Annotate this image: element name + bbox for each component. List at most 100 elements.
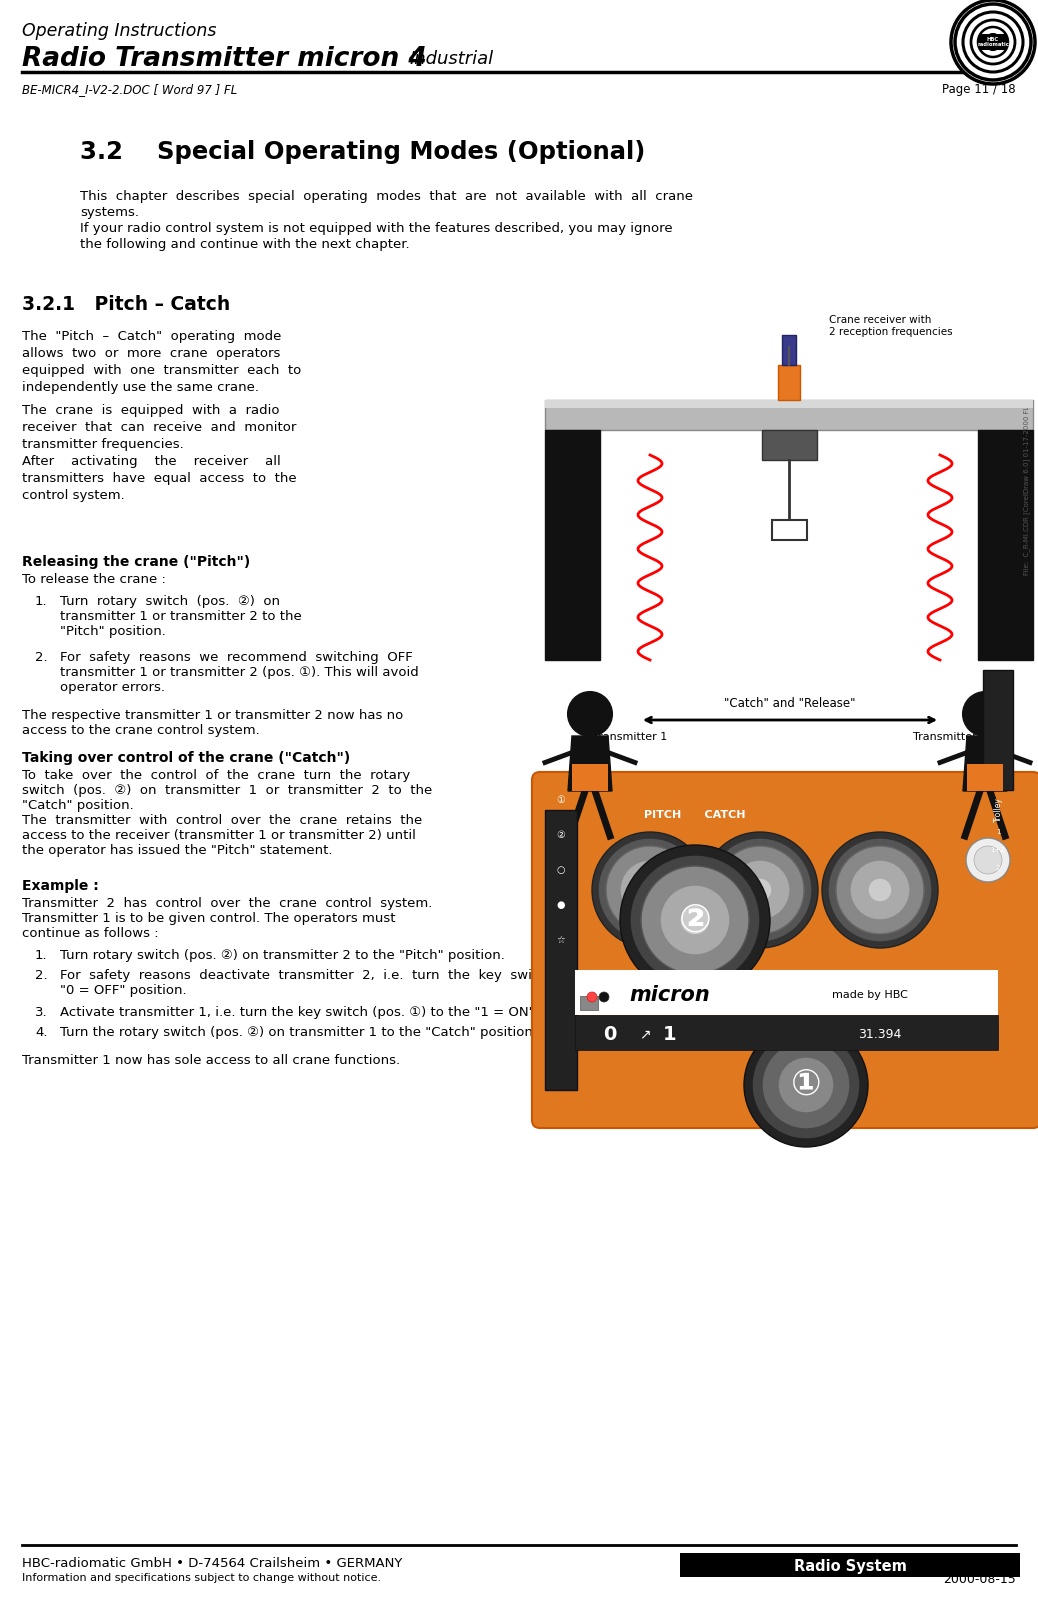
Bar — [545, 430, 600, 660]
Circle shape — [568, 692, 612, 737]
Text: Example :: Example : — [22, 880, 99, 892]
Polygon shape — [963, 737, 1007, 791]
Text: Radio System: Radio System — [794, 1560, 906, 1575]
Text: allows  two  or  more  crane  operators: allows two or more crane operators — [22, 347, 280, 360]
Text: Information and specifications subject to change without notice.: Information and specifications subject t… — [22, 1573, 381, 1583]
Text: systems.: systems. — [80, 205, 139, 218]
Circle shape — [744, 1022, 868, 1148]
Circle shape — [828, 838, 932, 942]
Text: receiver  that  can  receive  and  monitor: receiver that can receive and monitor — [22, 421, 297, 433]
Text: Crane receiver with
2 reception frequencies: Crane receiver with 2 reception frequenc… — [829, 315, 953, 337]
Text: ○: ○ — [556, 865, 566, 875]
Text: Releasing the crane ("Pitch"): Releasing the crane ("Pitch") — [22, 555, 250, 570]
Text: Turn  rotary  switch  (pos.  ②)  on
transmitter 1 or transmitter 2 to the
"Pitch: Turn rotary switch (pos. ②) on transmitt… — [60, 595, 302, 639]
Text: transmitters  have  equal  access  to  the: transmitters have equal access to the — [22, 472, 297, 485]
Bar — [772, 520, 807, 539]
Bar — [572, 764, 608, 791]
Circle shape — [716, 846, 804, 934]
Bar — [967, 764, 1003, 791]
Bar — [545, 400, 1033, 430]
Text: 1+2: 1+2 — [990, 847, 1006, 852]
Circle shape — [762, 1042, 850, 1128]
Text: This  chapter  describes  special  operating  modes  that  are  not  available  : This chapter describes special operating… — [80, 189, 693, 202]
Circle shape — [963, 692, 1007, 737]
Text: Industrial: Industrial — [410, 50, 494, 67]
Bar — [575, 1014, 998, 1050]
Circle shape — [620, 860, 680, 920]
Text: ①: ① — [791, 1067, 821, 1103]
Circle shape — [951, 0, 1035, 83]
Text: the following and continue with the next chapter.: the following and continue with the next… — [80, 238, 410, 250]
Text: ↗: ↗ — [639, 1027, 651, 1042]
Text: equipped  with  one  transmitter  each  to: equipped with one transmitter each to — [22, 364, 301, 377]
Text: ①: ① — [556, 794, 566, 806]
Text: Page 11 / 18: Page 11 / 18 — [943, 83, 1016, 96]
Circle shape — [606, 846, 694, 934]
Circle shape — [850, 860, 910, 920]
Text: Activate transmitter 1, i.e. turn the key switch (pos. ①) to the "1 = ON" positi: Activate transmitter 1, i.e. turn the ke… — [60, 1006, 596, 1019]
Circle shape — [592, 831, 708, 949]
Text: Transmitter 2: Transmitter 2 — [912, 732, 987, 742]
Text: 1: 1 — [995, 830, 1001, 836]
Text: 1: 1 — [663, 1024, 677, 1043]
Text: File:  C_R-MI.CDR [CorelDraw 6.0] 01-17-2000 FL: File: C_R-MI.CDR [CorelDraw 6.0] 01-17-2… — [1023, 404, 1030, 575]
Text: Operating Instructions: Operating Instructions — [22, 22, 216, 40]
Text: 3.2    Special Operating Modes (Optional): 3.2 Special Operating Modes (Optional) — [80, 140, 646, 164]
Circle shape — [588, 992, 597, 1002]
Circle shape — [680, 905, 710, 936]
Circle shape — [641, 867, 749, 974]
Text: Transmitter 1: Transmitter 1 — [593, 732, 667, 742]
Text: 2.: 2. — [35, 969, 48, 982]
Text: After    activating    the    receiver    all: After activating the receiver all — [22, 454, 280, 469]
Text: 31.394: 31.394 — [858, 1027, 902, 1040]
Text: 4.: 4. — [35, 1026, 48, 1038]
Bar — [680, 1554, 1020, 1578]
Text: To  take  over  the  control  of  the  crane  turn  the  rotary
switch  (pos.  ②: To take over the control of the crane tu… — [22, 769, 432, 857]
Text: 1.: 1. — [35, 949, 48, 961]
Text: Radio Transmitter micron 4: Radio Transmitter micron 4 — [22, 47, 427, 72]
Text: 2000-08-15: 2000-08-15 — [944, 1573, 1016, 1586]
Text: Transmitter 1 now has sole access to all crane functions.: Transmitter 1 now has sole access to all… — [22, 1054, 400, 1067]
Bar — [762, 430, 817, 461]
Circle shape — [730, 860, 790, 920]
Circle shape — [836, 846, 924, 934]
Text: HBC
radiomatic: HBC radiomatic — [977, 37, 1009, 48]
Circle shape — [598, 838, 702, 942]
Text: Turn the rotary switch (pos. ②) on transmitter 1 to the "Catch" position.: Turn the rotary switch (pos. ②) on trans… — [60, 1026, 537, 1038]
Bar — [778, 364, 800, 400]
Text: "Catch" and "Release": "Catch" and "Release" — [725, 697, 855, 709]
Circle shape — [822, 831, 938, 949]
Circle shape — [702, 831, 818, 949]
Text: ②: ② — [556, 830, 566, 839]
Text: 2.: 2. — [35, 652, 48, 664]
Bar — [983, 669, 1013, 790]
Text: Trolley: Trolley — [993, 798, 1003, 822]
Text: HBC-radiomatic GmbH • D-74564 Crailsheim • GERMANY: HBC-radiomatic GmbH • D-74564 Crailsheim… — [22, 1557, 403, 1570]
Circle shape — [630, 855, 760, 985]
Circle shape — [966, 838, 1010, 883]
Text: The respective transmitter 1 or transmitter 2 now has no
access to the crane con: The respective transmitter 1 or transmit… — [22, 709, 403, 737]
Polygon shape — [568, 737, 612, 791]
Circle shape — [599, 992, 609, 1002]
Text: ☆: ☆ — [556, 936, 566, 945]
Circle shape — [660, 884, 730, 955]
FancyBboxPatch shape — [532, 772, 1038, 1128]
Text: For  safety  reasons  deactivate  transmitter  2,  i.e.  turn  the  key  switch : For safety reasons deactivate transmitte… — [60, 969, 673, 997]
Text: To release the crane :: To release the crane : — [22, 573, 166, 586]
Text: independently use the same crane.: independently use the same crane. — [22, 380, 260, 393]
Bar — [782, 335, 796, 364]
Bar — [575, 969, 998, 1014]
Text: control system.: control system. — [22, 490, 125, 502]
Text: ●: ● — [556, 900, 566, 910]
Text: Turn rotary switch (pos. ②) on transmitter 2 to the "Pitch" position.: Turn rotary switch (pos. ②) on transmitt… — [60, 949, 504, 961]
Circle shape — [868, 878, 892, 902]
Bar — [545, 400, 1033, 408]
Text: 0: 0 — [603, 1024, 617, 1043]
Text: Transmitter  2  has  control  over  the  crane  control  system.
Transmitter 1 i: Transmitter 2 has control over the crane… — [22, 897, 433, 941]
Circle shape — [778, 1058, 834, 1112]
Bar — [580, 997, 598, 1010]
Text: The  crane  is  equipped  with  a  radio: The crane is equipped with a radio — [22, 404, 279, 417]
Text: ②: ② — [679, 900, 711, 939]
Text: 2: 2 — [995, 865, 1001, 870]
Circle shape — [708, 838, 812, 942]
